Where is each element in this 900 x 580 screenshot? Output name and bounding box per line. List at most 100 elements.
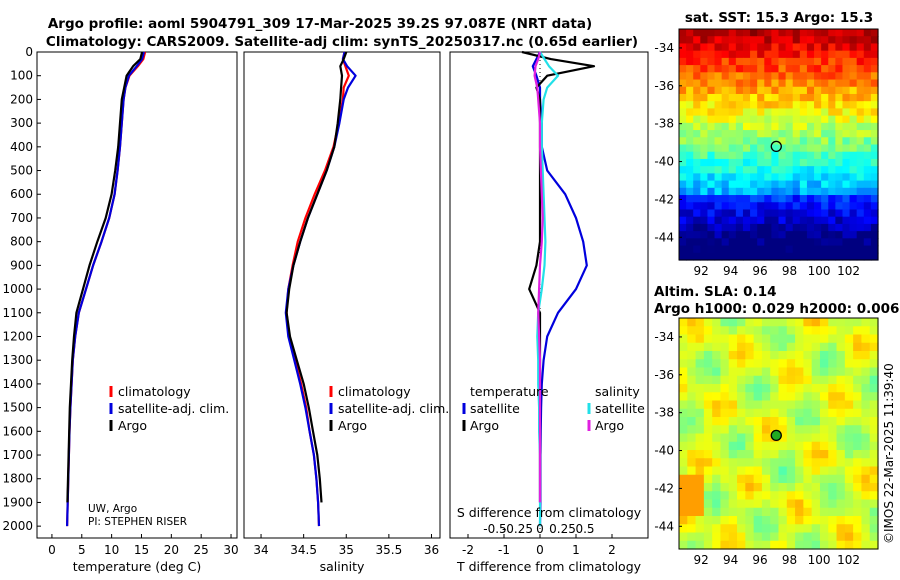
sst-cell — [856, 57, 865, 66]
sla-cell — [836, 425, 846, 435]
sst-cell — [679, 65, 687, 73]
sst-cell — [849, 115, 858, 124]
sst-cell — [764, 130, 772, 138]
sst-cell — [821, 238, 829, 247]
sst-cell — [700, 137, 709, 146]
sla-cell — [745, 458, 755, 468]
sst-cell — [778, 166, 787, 174]
sst-cell — [700, 166, 709, 174]
sst-cell — [686, 86, 694, 95]
sla-cell — [770, 326, 780, 336]
sla-cell — [728, 392, 738, 402]
sst-cell — [750, 245, 758, 254]
sla-cell — [737, 417, 746, 426]
sla-cell — [679, 367, 688, 377]
sla-cell — [828, 417, 838, 426]
sla-cell — [770, 540, 780, 550]
sst-cell — [799, 166, 808, 174]
sst-cell — [707, 173, 716, 182]
sla-cell — [803, 516, 813, 525]
sst-cell — [792, 93, 801, 102]
sst-cell — [771, 72, 780, 81]
sst-cell — [778, 238, 787, 247]
sla-cell — [745, 417, 755, 426]
sst-cell — [814, 29, 822, 37]
sst-cell — [842, 43, 851, 52]
sst-cell — [735, 195, 744, 203]
sst-cell — [750, 29, 758, 37]
sla-cell — [836, 540, 846, 550]
sst-cell — [821, 50, 829, 59]
sla-cell — [712, 516, 722, 525]
sla-cell — [770, 450, 780, 459]
sst-cell — [849, 173, 858, 182]
sla-cell — [844, 408, 854, 418]
difference-xlabel: T difference from climatology — [456, 559, 642, 574]
sst-cell — [835, 144, 844, 153]
sst-cell — [792, 180, 801, 189]
sla-cell — [753, 367, 763, 377]
xtick-label: 30 — [223, 543, 238, 557]
sst-cell — [700, 29, 709, 37]
sst-cell — [821, 180, 829, 189]
sla-cell — [844, 351, 854, 360]
sst-cell — [750, 137, 758, 146]
sla-cell — [703, 466, 713, 476]
sla-cell — [679, 474, 688, 484]
sst-cell — [693, 187, 701, 196]
sst-cell — [828, 72, 836, 81]
sst-cell — [707, 29, 716, 37]
sst-cell — [707, 216, 716, 225]
sst-cell — [750, 151, 758, 160]
salinity-line-argo — [285, 51, 348, 503]
sst-cell — [835, 158, 844, 167]
sst-cell — [679, 195, 687, 203]
sla-cell — [861, 417, 871, 426]
sst-cell — [835, 238, 844, 247]
sst-cell — [849, 122, 858, 131]
sst-cell — [863, 187, 872, 196]
sla-cell — [687, 532, 697, 542]
sla-cell — [836, 491, 846, 501]
sst-cell — [856, 202, 865, 211]
sla-cell — [679, 441, 688, 451]
sla-cell — [786, 326, 796, 336]
sst-cell — [842, 29, 851, 37]
s-tick-label: 0 — [536, 522, 544, 536]
sst-cell — [742, 173, 751, 182]
sst-cell — [799, 137, 808, 146]
sla-cell — [828, 441, 838, 451]
sla-cell — [761, 532, 771, 542]
sst-cell — [757, 65, 765, 73]
sst-cell — [771, 209, 780, 218]
sst-cell — [735, 209, 744, 218]
sla-cell — [712, 450, 722, 459]
lon-tick-label: 92 — [693, 553, 708, 567]
sst-cell — [842, 101, 851, 110]
sst-cell — [799, 65, 808, 73]
sst-cell — [842, 158, 851, 167]
sla-cell — [753, 532, 763, 542]
sla-cell — [844, 507, 854, 517]
sla-cell — [687, 342, 697, 352]
sst-cell — [757, 29, 765, 37]
sla-cell — [853, 359, 863, 369]
sst-cell — [728, 122, 737, 131]
sst-cell — [686, 79, 694, 88]
sst-cell — [735, 29, 744, 37]
difference-panel: -2 -1 0 1 2 -0.5-0.25 0 0.25 0.5 T difference f… — [449, 50, 649, 574]
sla-cell — [679, 334, 688, 344]
sla-cell — [770, 400, 780, 410]
sst-cell — [828, 180, 836, 189]
sla-cell — [753, 392, 763, 402]
sla-cell — [795, 450, 804, 459]
sst-map-ticks: 92 94 96 98 100 102-34-36-38-40-42-44 — [654, 41, 860, 278]
sla-cell — [687, 516, 697, 525]
sst-cell — [707, 137, 716, 146]
sla-cell — [703, 474, 713, 484]
sst-cell — [842, 72, 851, 81]
sla-cell — [687, 507, 697, 517]
sst-cell — [870, 187, 879, 196]
sst-cell — [757, 50, 765, 59]
sla-cell — [811, 425, 821, 435]
